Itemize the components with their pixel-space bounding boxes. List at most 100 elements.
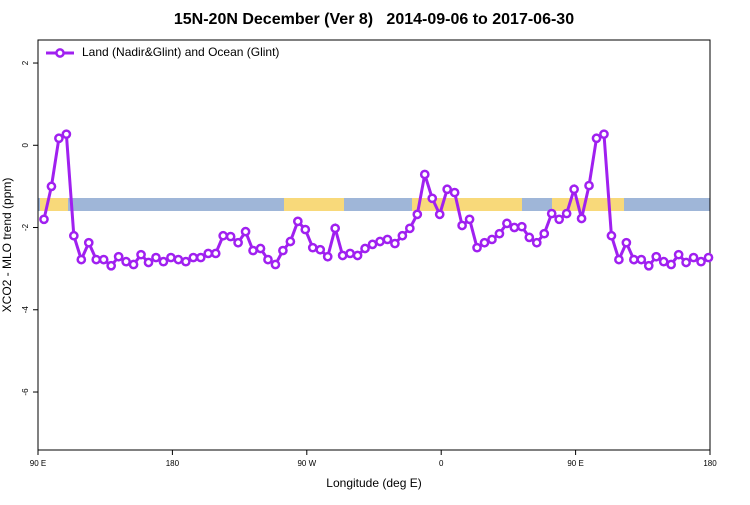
data-point: [390, 238, 400, 249]
data-point: [360, 243, 370, 254]
data-point: [285, 236, 296, 247]
data-point: [270, 259, 281, 270]
land-band: [552, 198, 624, 211]
data-point: [203, 248, 214, 259]
data-point: [337, 250, 348, 261]
data-point: [606, 230, 617, 241]
y-tick-label: -2: [21, 223, 30, 231]
data-point: [240, 226, 251, 237]
data-point: [210, 248, 221, 259]
data-point: [76, 254, 87, 265]
data-point: [352, 250, 363, 261]
data-point: [591, 133, 602, 144]
data-point: [345, 248, 355, 259]
x-tick-label: 90 E: [30, 459, 46, 468]
data-point: [531, 237, 542, 248]
data-point: [472, 242, 482, 253]
data-point: [83, 237, 94, 248]
data-point: [158, 256, 169, 267]
data-point: [382, 234, 393, 245]
data-point: [569, 184, 579, 195]
data-point: [703, 252, 714, 263]
data-point: [658, 256, 669, 267]
data-point: [248, 245, 258, 256]
data-point: [128, 259, 139, 270]
data-point: [509, 222, 520, 233]
data-point: [554, 214, 565, 225]
data-point: [113, 251, 124, 262]
data-point: [502, 218, 512, 229]
data-point: [54, 133, 64, 144]
data-point: [464, 214, 475, 225]
data-point: [479, 237, 490, 248]
y-tick-label: 2: [21, 60, 30, 65]
data-point: [255, 243, 266, 254]
data-point: [614, 254, 624, 265]
data-point: [315, 244, 326, 255]
x-tick-label: 180: [166, 459, 180, 468]
land-ocean-strip: [38, 198, 710, 211]
data-point: [39, 214, 49, 225]
ocean-band: [38, 198, 710, 211]
land-band: [40, 198, 68, 211]
data-point: [98, 254, 109, 265]
land-band: [412, 198, 522, 211]
data-point: [427, 193, 438, 204]
data-point: [524, 232, 535, 243]
legend-label: Land (Nadir&Glint) and Ocean (Glint): [82, 45, 279, 59]
data-point: [576, 213, 587, 224]
data-point: [412, 209, 423, 220]
legend-marker: [55, 48, 65, 58]
data-point: [61, 129, 72, 140]
data-point: [696, 256, 706, 267]
data-point: [516, 221, 527, 232]
x-tick-label: 90 W: [297, 459, 316, 468]
data-point: [419, 169, 430, 180]
data-point: [434, 209, 445, 220]
data-point: [188, 252, 199, 263]
data-point: [494, 228, 505, 239]
data-point: [136, 249, 146, 260]
data-point: [375, 236, 385, 247]
y-tick-label: -6: [21, 388, 30, 396]
data-point: [278, 245, 288, 256]
data-point: [263, 254, 273, 265]
data-point: [218, 230, 229, 241]
data-point: [539, 228, 550, 239]
x-tick-label: 180: [703, 459, 717, 468]
data-point: [195, 252, 206, 263]
data-point: [666, 259, 677, 270]
data-point: [166, 252, 176, 263]
data-point: [628, 254, 639, 265]
data-point: [91, 254, 102, 265]
data-point: [300, 224, 311, 235]
data-point: [599, 129, 609, 140]
plot-frame: [37, 39, 711, 451]
data-point: [330, 223, 341, 234]
x-tick-label: 0: [439, 459, 444, 468]
y-tick-label: 0: [21, 143, 30, 148]
land-band: [284, 198, 344, 211]
data-point: [546, 208, 557, 219]
data-point: [292, 216, 303, 227]
data-point: [584, 180, 594, 191]
data-point: [487, 234, 497, 245]
data-point: [307, 242, 318, 253]
data-point: [121, 256, 131, 267]
data-point: [561, 208, 572, 219]
data-point: [673, 249, 684, 260]
data-point: [651, 251, 662, 262]
data-point: [180, 256, 191, 267]
data-point: [621, 237, 632, 248]
data-point: [449, 187, 460, 198]
x-tick-label: 90 E: [567, 459, 583, 468]
y-tick-label: -4: [21, 306, 30, 314]
data-point: [143, 257, 154, 268]
data-point: [442, 184, 453, 195]
data-point: [322, 251, 333, 262]
data-point: [151, 252, 161, 263]
data-point: [225, 231, 236, 242]
data-point: [457, 220, 467, 231]
